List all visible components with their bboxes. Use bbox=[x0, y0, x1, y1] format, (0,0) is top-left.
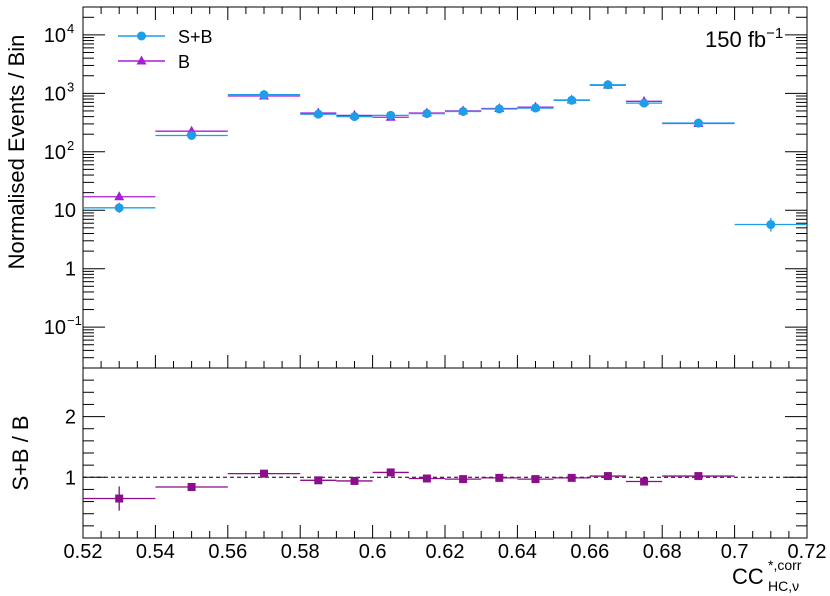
legend-b-label: B bbox=[178, 52, 190, 72]
top-sb-point bbox=[693, 118, 703, 128]
luminosity-value: 150 fb bbox=[705, 27, 766, 52]
top-sb-point bbox=[187, 130, 197, 140]
top-sb-point bbox=[422, 109, 432, 119]
x-tick-label: 0.58 bbox=[281, 541, 320, 563]
ratio-sbb-point bbox=[694, 472, 703, 481]
top-sb-point bbox=[313, 109, 323, 119]
luminosity-exponent: −1 bbox=[766, 25, 783, 42]
top-sb-point bbox=[458, 106, 468, 116]
ratio-sbb-point bbox=[459, 475, 468, 484]
top-sb-point bbox=[531, 103, 540, 113]
top-sb-point bbox=[639, 98, 649, 108]
x-tick-label: 0.62 bbox=[426, 541, 465, 563]
ratio-sbb-point bbox=[260, 469, 268, 478]
ratio-y-tick-label: 1 bbox=[65, 467, 76, 489]
ratio-sbb-point bbox=[531, 475, 540, 484]
x-tick-label: 0.56 bbox=[208, 541, 247, 563]
ratio-x-ticks bbox=[82, 525, 808, 538]
x-axis-label-subscript: HC,ν bbox=[768, 578, 799, 594]
ratio-sbb-point bbox=[495, 473, 504, 482]
top-sb-point bbox=[494, 104, 504, 114]
ratio-sbb-point bbox=[640, 477, 649, 486]
legend: S+B B bbox=[118, 27, 213, 72]
y-tick-label: 10 bbox=[44, 25, 66, 47]
y-tick-label: 10 bbox=[44, 317, 66, 339]
ratio-plot-frame bbox=[82, 367, 808, 539]
top-y-ticks bbox=[83, 6, 807, 369]
legend-sb-marker bbox=[137, 31, 146, 41]
y-tick-label: 10 bbox=[44, 83, 66, 105]
ratio-sbb-point bbox=[115, 494, 124, 503]
x-tick-label: 0.72 bbox=[788, 541, 827, 563]
top-sb-point bbox=[766, 220, 776, 230]
ratio-sbb-point bbox=[187, 483, 196, 491]
top-x-ticks bbox=[82, 7, 808, 368]
ratio-sbb-point bbox=[603, 472, 612, 481]
x-tick-label: 0.54 bbox=[136, 541, 175, 563]
x-tick-labels: 0.52 0.54 0.56 0.58 0.6 0.62 0.64 0.66 0.68 0.7 0.… bbox=[64, 541, 827, 563]
y-tick-label: 10 bbox=[54, 200, 76, 222]
ratio-y-ticks bbox=[83, 379, 807, 539]
top-y-axis-label: Normalised Events / Bin bbox=[4, 35, 29, 270]
x-tick-label: 0.66 bbox=[570, 541, 609, 563]
y-tick-label-exponent: 2 bbox=[67, 138, 74, 153]
legend-entry-sb: S+B bbox=[118, 27, 213, 47]
ratio-y-tick-label: 2 bbox=[65, 407, 76, 429]
y-tick-label-exponent: 3 bbox=[67, 79, 74, 94]
ratio-sbb-point bbox=[422, 474, 431, 483]
x-tick-label: 0.68 bbox=[643, 541, 682, 563]
legend-entry-b: B bbox=[118, 52, 190, 72]
x-axis-label-main: CC bbox=[732, 564, 764, 589]
ratio-series-group bbox=[83, 468, 735, 511]
x-axis-label: CC bbox=[732, 564, 764, 589]
y-tick-label-exponent: −1 bbox=[67, 313, 82, 328]
top-sb-point bbox=[350, 112, 359, 122]
luminosity-annotation: 150 fb−1 bbox=[705, 25, 783, 52]
x-tick-label: 0.6 bbox=[359, 541, 387, 563]
y-tick-label-exponent: 4 bbox=[67, 21, 74, 36]
legend-b-marker bbox=[136, 55, 147, 65]
ratio-y-tick-labels: 12 bbox=[65, 407, 76, 490]
y-tick-label: 1 bbox=[65, 259, 76, 281]
ratio-sbb-point bbox=[567, 473, 576, 482]
top-sb-point bbox=[386, 110, 396, 120]
top-plot-frame bbox=[82, 6, 808, 369]
ratio-sbb-point bbox=[350, 476, 359, 485]
ratio-sbb-point bbox=[314, 476, 323, 485]
x-tick-label: 0.7 bbox=[721, 541, 749, 563]
legend-sb-label: S+B bbox=[178, 27, 213, 47]
x-axis-label-superscript: *,corr bbox=[768, 557, 802, 573]
top-sb-point bbox=[259, 90, 269, 100]
ratio-sbb-point bbox=[386, 468, 395, 477]
x-tick-label: 0.64 bbox=[498, 541, 537, 563]
top-sb-point bbox=[114, 203, 124, 213]
ratio-y-axis-label: S+B / B bbox=[8, 415, 33, 490]
top-b-point bbox=[114, 191, 125, 201]
top-series-group bbox=[83, 79, 807, 232]
top-sb-point bbox=[603, 80, 613, 90]
x-tick-label: 0.52 bbox=[64, 541, 103, 563]
y-tick-label: 10 bbox=[44, 142, 66, 164]
top-sb-point bbox=[567, 95, 577, 105]
